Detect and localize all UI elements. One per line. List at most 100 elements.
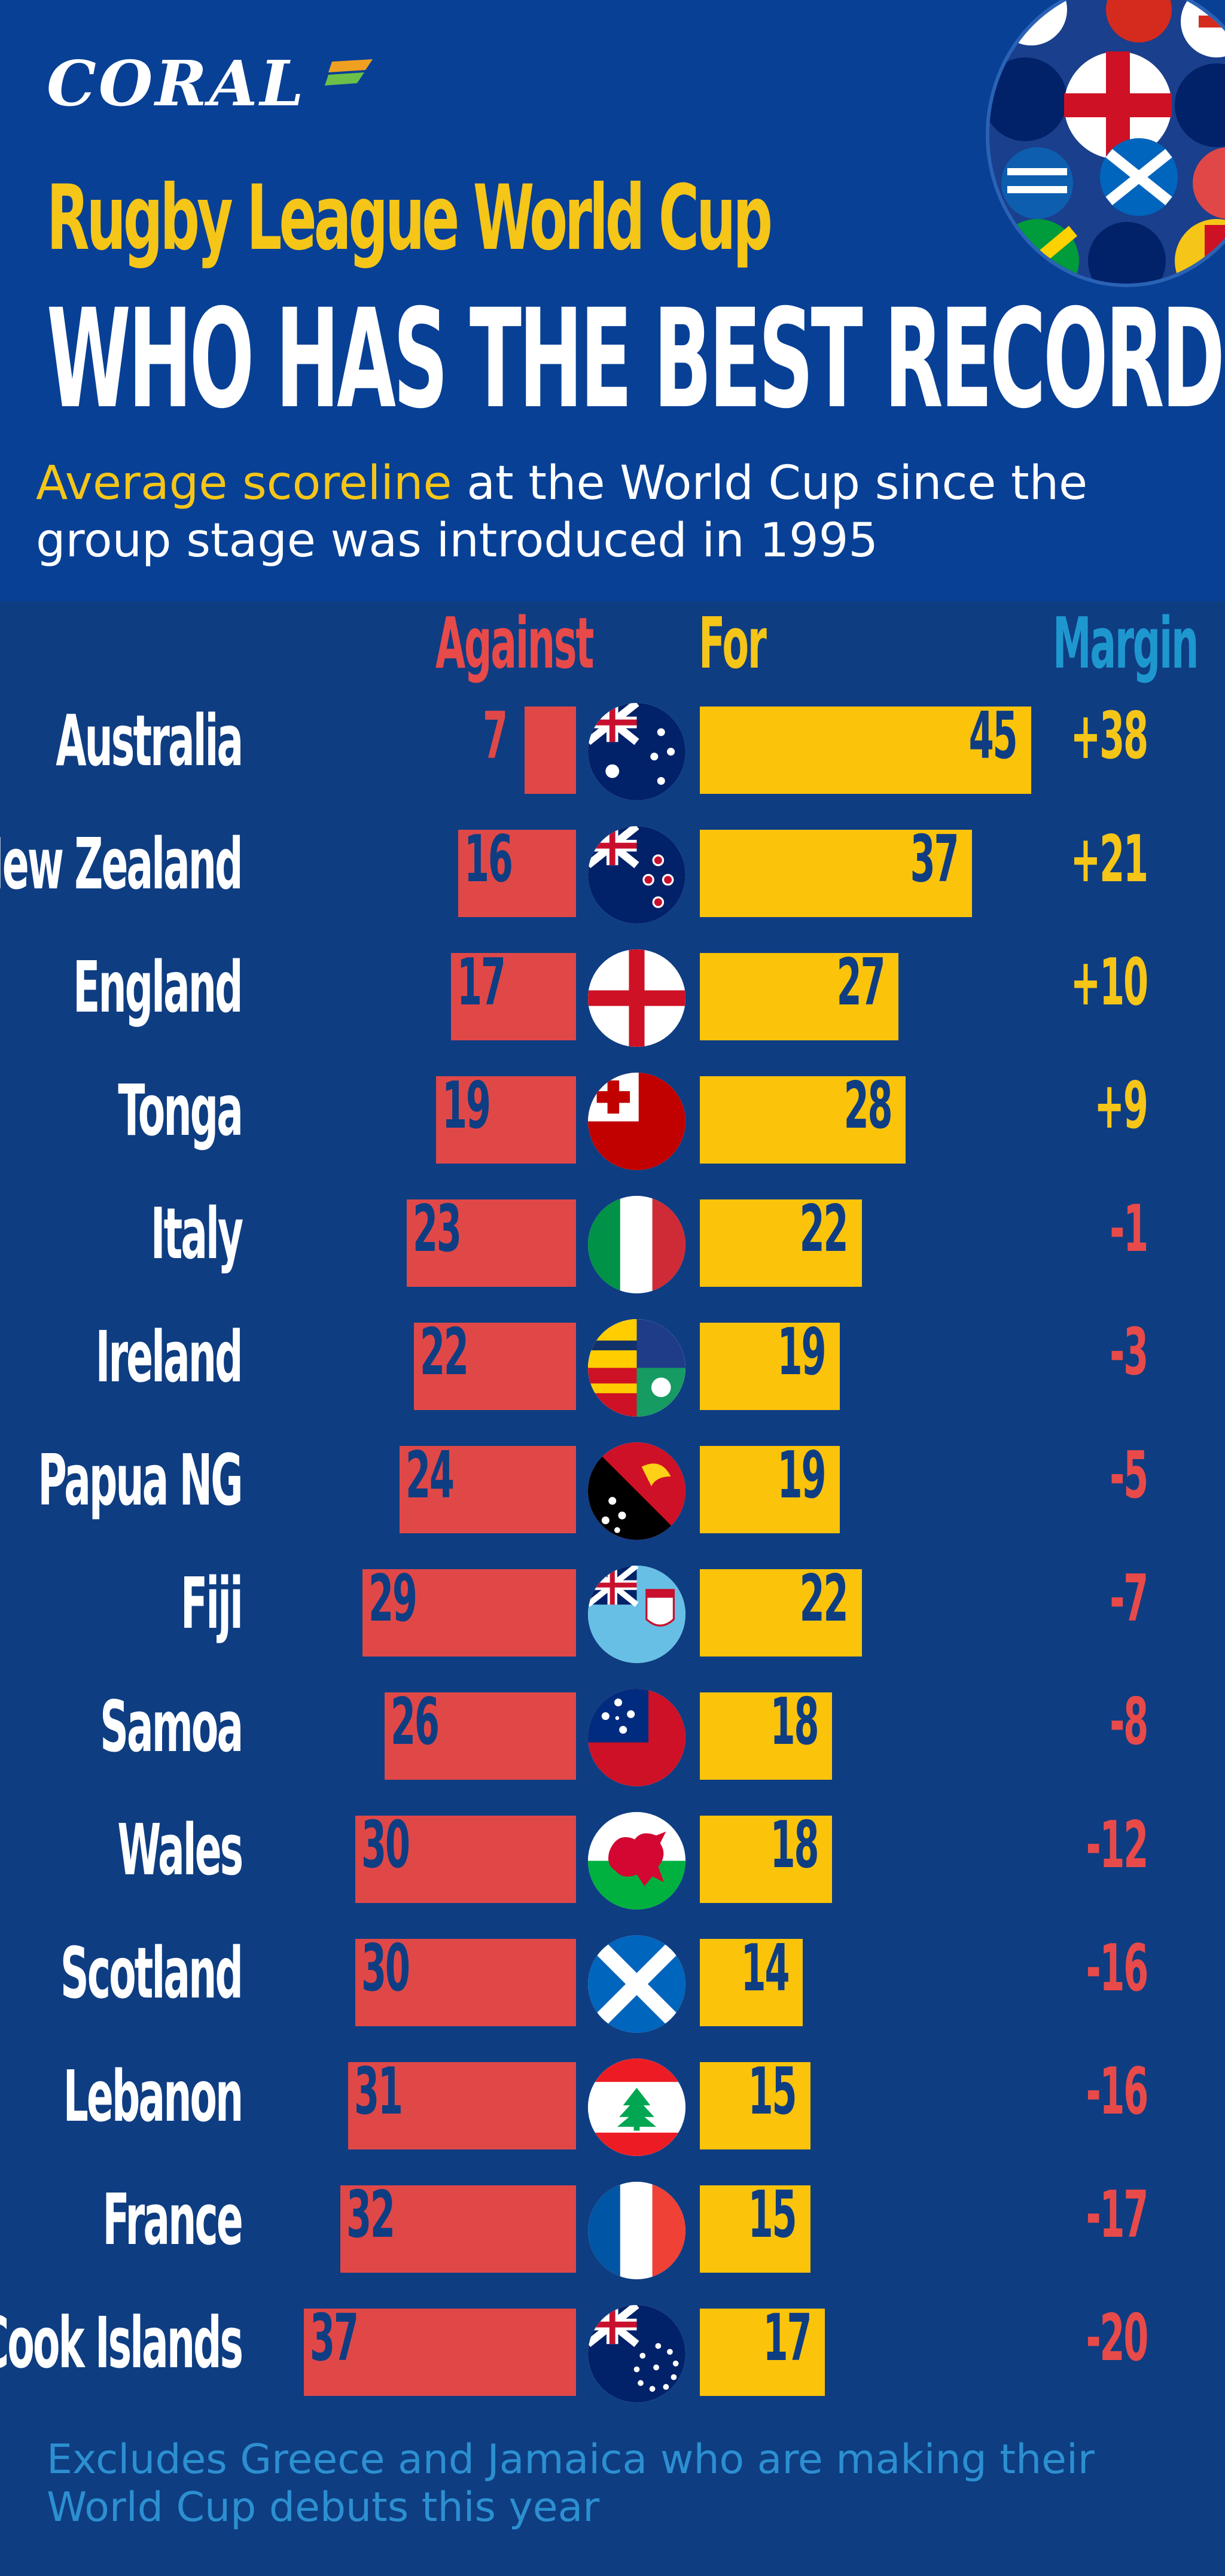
for-value: 37 — [910, 822, 959, 897]
row-lebanon: Lebanon 31 15 -16 — [0, 2048, 1225, 2156]
against-bar — [436, 1076, 576, 1164]
cook-islands-flag-icon — [588, 2305, 685, 2403]
subtitle-rest: at the World Cup since the group stage w… — [36, 456, 1088, 568]
team-label: Samoa — [99, 1685, 243, 1768]
fiji-flag-icon — [588, 1566, 685, 1663]
coral-logo: CORAL — [47, 47, 306, 120]
for-bar — [700, 2185, 810, 2273]
for-bar — [700, 2309, 825, 2396]
against-bar — [348, 2062, 576, 2149]
papua-new-guinea-flag-icon — [588, 1442, 685, 1540]
against-value: 29 — [368, 1561, 418, 1636]
team-label: New Zealand — [0, 823, 243, 905]
for-value: 18 — [770, 1685, 819, 1759]
against-value: 7 — [482, 699, 508, 774]
team-label: Tonga — [118, 1069, 243, 1152]
row-australia: Australia 7 45 +38 — [0, 693, 1225, 800]
team-label: Australia — [56, 699, 243, 782]
against-value: 22 — [420, 1315, 469, 1390]
for-value: 17 — [763, 2301, 812, 2376]
against-value: 16 — [464, 822, 513, 897]
header: CORAL Rugby League — [0, 0, 1225, 601]
team-label: Italy — [150, 1192, 243, 1275]
for-value: 27 — [836, 945, 885, 1020]
row-cook-islands: Cook Islands 37 17 -20 — [0, 2295, 1225, 2403]
for-bar — [700, 1939, 803, 2026]
against-value: 37 — [309, 2301, 359, 2376]
for-bar — [700, 953, 899, 1040]
against-bar — [303, 2309, 576, 2396]
australia-flag-icon — [588, 703, 685, 800]
for-bar — [700, 1446, 840, 1533]
against-bar — [458, 830, 576, 917]
for-value: 28 — [843, 1068, 893, 1143]
margin-value: +9 — [1094, 1068, 1149, 1143]
ireland-flag-icon — [588, 1319, 685, 1417]
margin-value: -8 — [1110, 1685, 1148, 1759]
samoa-flag-icon — [588, 1689, 685, 1786]
for-value: 45 — [968, 699, 1018, 774]
team-label: Scotland — [60, 1932, 243, 2014]
tonga-flag-icon — [588, 1073, 685, 1170]
row-ireland: Ireland 22 19 -3 — [0, 1309, 1225, 1417]
margin-value: +38 — [1070, 699, 1148, 774]
row-wales: Wales 30 18 -12 — [0, 1802, 1225, 1910]
margin-value: -7 — [1110, 1561, 1148, 1636]
for-value: 14 — [741, 1931, 790, 2006]
against-value: 19 — [442, 1068, 491, 1143]
team-label: Papua NG — [38, 1439, 243, 1521]
team-label: Lebanon — [63, 2055, 243, 2137]
for-bar — [700, 1199, 862, 1287]
column-header-against: Against — [435, 602, 594, 684]
column-header-margin: Margin — [1053, 602, 1199, 684]
margin-value: -16 — [1086, 1931, 1148, 2006]
for-value: 19 — [778, 1438, 827, 1513]
against-bar — [524, 707, 576, 794]
margin-value: -5 — [1110, 1438, 1148, 1513]
for-value: 18 — [770, 1808, 819, 1883]
for-bar — [700, 1323, 840, 1410]
against-value: 23 — [413, 1192, 462, 1266]
subtitle-highlight: Average scoreline — [36, 456, 452, 510]
against-bar — [355, 1939, 576, 2026]
row-fiji: Fiji 29 22 -7 — [0, 1555, 1225, 1663]
row-england: England 17 27 +10 — [0, 939, 1225, 1047]
against-value: 24 — [405, 1438, 455, 1513]
flags-collage-image — [986, 0, 1225, 287]
margin-value: -12 — [1086, 1808, 1148, 1883]
team-label: England — [73, 946, 243, 1028]
against-bar — [355, 1816, 576, 1903]
footnote: Excludes Greece and Jamaica who are maki… — [47, 2436, 1095, 2531]
team-label: Fiji — [181, 1562, 243, 1645]
for-bar — [700, 1816, 833, 1903]
team-label: France — [102, 2178, 243, 2261]
row-papua-ng: Papua NG 24 19 -5 — [0, 1432, 1225, 1540]
italy-flag-icon — [588, 1196, 685, 1293]
against-value: 26 — [391, 1685, 440, 1759]
team-label: Ireland — [96, 1316, 243, 1398]
for-bar — [700, 1076, 906, 1164]
scotland-flag-icon — [588, 1935, 685, 2033]
for-bar — [700, 707, 1031, 794]
team-label: Wales — [117, 1808, 243, 1891]
for-value: 15 — [748, 2178, 797, 2252]
england-flag-icon — [588, 949, 685, 1047]
wales-flag-icon — [588, 1812, 685, 1910]
against-value: 30 — [361, 1931, 410, 2006]
against-value: 32 — [346, 2178, 395, 2252]
logo-flag-icon — [325, 59, 373, 86]
new-zealand-flag-icon — [588, 826, 685, 924]
for-value: 19 — [778, 1315, 827, 1390]
for-bar — [700, 830, 973, 917]
column-header-for: For — [699, 602, 767, 684]
row-new-zealand: New Zealand 16 37 +21 — [0, 816, 1225, 924]
france-flag-icon — [588, 2182, 685, 2279]
against-value: 17 — [456, 945, 506, 1020]
margin-value: -17 — [1086, 2178, 1148, 2252]
row-france: France 32 15 -17 — [0, 2172, 1225, 2279]
against-bar — [340, 2185, 576, 2273]
margin-value: -1 — [1110, 1192, 1148, 1266]
for-bar — [700, 1569, 862, 1657]
against-bar — [362, 1569, 576, 1657]
margin-value: -3 — [1110, 1315, 1148, 1390]
